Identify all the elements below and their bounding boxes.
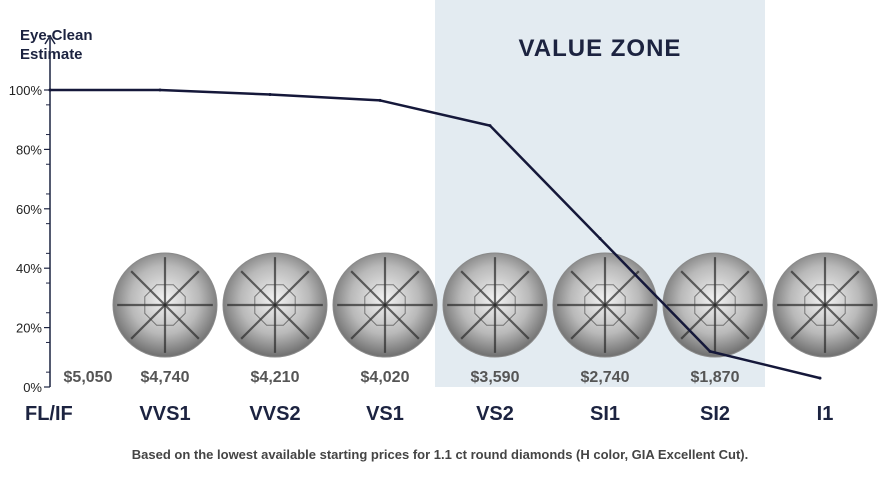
diamond-facet [824, 270, 860, 306]
value-zone-title: VALUE ZONE [519, 35, 682, 62]
price-label: $4,020 [361, 369, 410, 386]
diamond-table [804, 284, 846, 326]
diamond-facet [164, 304, 200, 340]
diamond-facet [350, 270, 386, 306]
diamond-facet [164, 270, 200, 306]
y-tick-label: 80% [16, 142, 42, 157]
diamond-facet [384, 304, 420, 340]
diamond-facet [790, 270, 826, 306]
x-category-label: VVS1 [139, 403, 190, 425]
diamond-table [364, 284, 406, 326]
diamond-facet [384, 270, 420, 306]
diamond-facet [460, 304, 496, 340]
eye-clean-point [708, 349, 712, 353]
diamond-facet [350, 304, 386, 340]
diamond-facet [604, 304, 640, 340]
y-tick-label: 60% [16, 202, 42, 217]
diamond-image [222, 252, 328, 358]
diamond-facet [790, 304, 826, 340]
eye-clean-point [378, 98, 382, 102]
diamond-facet [570, 304, 606, 340]
diamond-facet [714, 304, 750, 340]
eye-clean-line [50, 88, 821, 380]
x-category-label: FL/IF [25, 403, 73, 425]
y-axis-label-line-1: Eye-Clean [20, 27, 93, 44]
diamond-facet [130, 304, 166, 340]
diamond-facet [240, 270, 276, 306]
price-label: $5,050 [64, 369, 113, 386]
x-category-label: VVS2 [249, 403, 300, 425]
diamond-table [254, 284, 296, 326]
y-axis-label: Eye-Clean Estimate [20, 26, 93, 64]
y-axis-arrow [44, 34, 56, 45]
diamond-image [332, 252, 438, 358]
diamond-image [772, 252, 878, 358]
diamond-facet [240, 304, 276, 340]
eye-clean-point [598, 237, 602, 240]
eye-clean-point [48, 88, 52, 92]
y-axis-label-line-2: Estimate [20, 46, 83, 63]
diamond-facet [680, 304, 716, 340]
diamond-facet [274, 304, 310, 340]
y-tick-label: 100% [9, 83, 43, 98]
y-tick-label: 0% [23, 380, 42, 395]
diamond-image [552, 252, 658, 358]
diamond-image [442, 252, 548, 358]
price-label: $3,590 [471, 369, 520, 386]
price-label: $4,740 [141, 369, 190, 386]
diamond-facet [680, 270, 716, 306]
diamond-facet [824, 304, 860, 340]
eye-clean-point [488, 124, 492, 128]
eye-clean-point [158, 88, 162, 92]
diamond-table [584, 284, 626, 326]
diamond-facet [460, 270, 496, 306]
diamond-facet [570, 270, 606, 306]
price-label: $4,210 [251, 369, 300, 386]
y-tick-label: 20% [16, 321, 42, 336]
diamond-facet [604, 270, 640, 306]
price-label: $1,870 [691, 369, 740, 386]
x-category-label: SI2 [700, 403, 730, 425]
diamond-facet [714, 270, 750, 306]
diamond-facet [274, 270, 310, 306]
diamond-facet [130, 270, 166, 306]
x-category-label: VS2 [476, 403, 514, 425]
diamond-image [112, 252, 218, 358]
diamond-table [144, 284, 186, 326]
diamond-image [662, 252, 768, 358]
x-category-label: SI1 [590, 403, 620, 425]
diamond-table [694, 284, 736, 326]
price-label: $2,740 [581, 369, 630, 386]
x-category-label: I1 [817, 403, 834, 425]
footnote: Based on the lowest available starting p… [131, 447, 749, 462]
eye-clean-point [268, 93, 272, 96]
diamond-facet [494, 270, 530, 306]
diamond-table [474, 284, 516, 326]
x-category-label: VS1 [366, 403, 404, 425]
y-tick-label: 40% [16, 261, 42, 276]
eye-clean-point [818, 376, 822, 380]
diamond-facet [494, 304, 530, 340]
